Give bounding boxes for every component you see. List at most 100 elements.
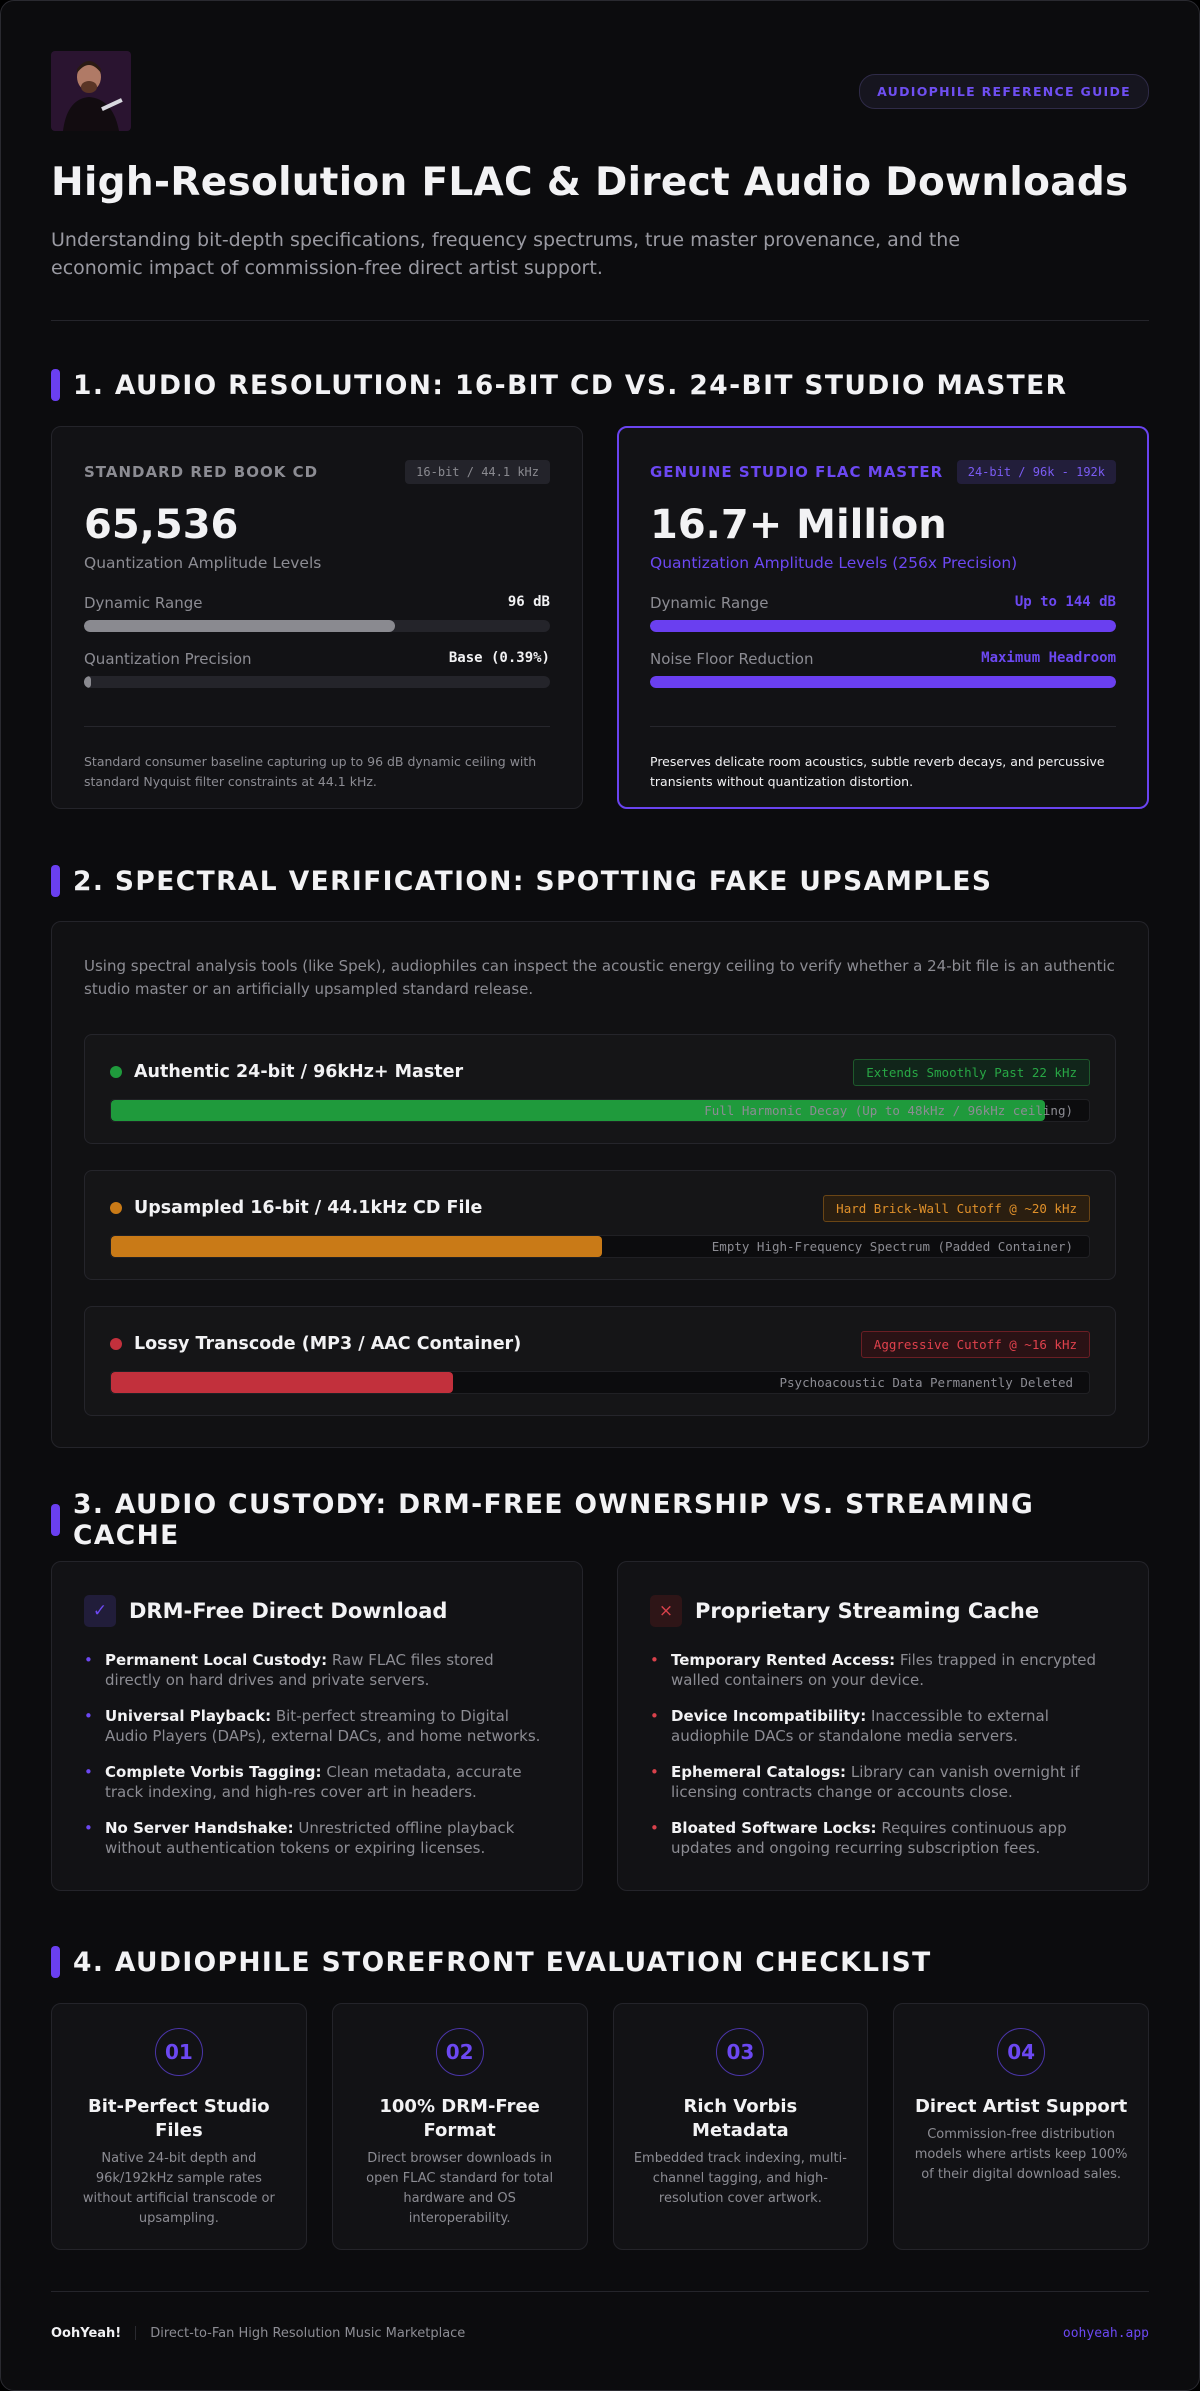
- intro: Using spectral analysis tools (like Spek…: [84, 957, 1115, 998]
- tag: Extends Smoothly Past 22 kHz: [853, 1058, 1090, 1086]
- feature-text: Library can vanish overnight if licensin…: [671, 1763, 1080, 1801]
- feature-text: Raw FLAC files stored directly on hard d…: [105, 1651, 494, 1689]
- metric-label: Dynamic Range: [84, 594, 203, 612]
- path: [77, 61, 101, 73]
- feature-list: Permanent Local Custody: Raw FLAC files …: [84, 1650, 550, 1858]
- path: [63, 97, 119, 131]
- resolution-card: GENUINE STUDIO FLAC MASTER 24-bit / 96k -…: [617, 426, 1149, 809]
- custody-card: ✓ DRM-Free Direct Download Permanent Loca…: [51, 1561, 583, 1891]
- checklist: 01 Bit-Perfect Studio Files Native 24-bit …: [51, 2003, 1149, 2250]
- m-row: Quantization Precision Base (0.39%): [84, 650, 550, 668]
- card-title: Bit-Perfect Studio Files: [88, 2096, 270, 2141]
- track: [650, 620, 1116, 632]
- custody-card: × Proprietary Streaming Cache Temporary R…: [617, 1561, 1149, 1891]
- feature-item: Ephemeral Catalogs: Library can vanish o…: [650, 1762, 1116, 1802]
- header-row: AUDIOPHILE REFERENCE GUIDE: [51, 51, 1149, 131]
- card-text: Direct browser downloads in open FLAC st…: [366, 2151, 554, 2226]
- checklist-card: 01 Bit-Perfect Studio Files Native 24-bit …: [51, 2003, 307, 2250]
- custody-cards: ✓ DRM-Free Direct Download Permanent Loca…: [51, 1561, 1149, 1891]
- metric: Quantization Precision Base (0.39%): [84, 650, 550, 688]
- srow-title: Upsampled 16-bit / 44.1kHz CD File: [110, 1198, 482, 1218]
- card-label: STANDARD RED BOOK CD: [84, 463, 319, 481]
- metric: Dynamic Range 96 dB: [84, 594, 550, 632]
- srow-title: Lossy Transcode (MP3 / AAC Container): [110, 1334, 521, 1354]
- metric-label: Noise Floor Reduction: [650, 650, 814, 668]
- feature-term: Bloated Software Locks:: [671, 1819, 877, 1837]
- track: [84, 676, 550, 688]
- section-heading: 3. AUDIO CUSTODY: DRM-FREE OWNERSHIP VS.…: [51, 1489, 1149, 1551]
- feature-text: Clean metadata, accurate track indexing,…: [105, 1763, 522, 1801]
- brand: OohYeah!: [51, 2325, 122, 2341]
- feature-term: Device Incompatibility:: [671, 1707, 867, 1725]
- heading-text: 3. AUDIO CUSTODY: DRM-FREE OWNERSHIP VS.…: [72, 1489, 1035, 1551]
- heading-text: 1. AUDIO RESOLUTION: 16-BIT CD VS. 24-BI…: [73, 369, 1068, 401]
- ellipse: [81, 81, 97, 93]
- sfill: [111, 1236, 602, 1257]
- feature-text: Inaccessible to external audiophile DACs…: [671, 1707, 1049, 1745]
- metric-value: Up to 144 dB: [1014, 594, 1116, 610]
- feature-item: Bloated Software Locks: Requires continu…: [650, 1818, 1116, 1858]
- cc-top: ✓ DRM-Free Direct Download: [84, 1594, 550, 1627]
- tag: 24-bit / 96k - 192k: [956, 460, 1116, 484]
- rc-hr: [84, 726, 550, 727]
- track: [84, 620, 550, 632]
- fill: [650, 620, 1116, 632]
- feature-item: No Server Handshake: Unrestricted offlin…: [84, 1818, 550, 1858]
- sbar: Psychoacoustic Data Permanently Deleted: [110, 1371, 1090, 1394]
- big-number: 65,536: [84, 502, 239, 548]
- card-title: Rich Vorbis Metadata: [683, 2096, 798, 2141]
- dot: [110, 1066, 122, 1078]
- feature-item: Temporary Rented Access: Files trapped i…: [650, 1650, 1116, 1690]
- track: [650, 676, 1116, 688]
- feature-term: Complete Vorbis Tagging:: [105, 1763, 322, 1781]
- sep: [135, 2326, 137, 2340]
- feature-item: Complete Vorbis Tagging: Clean metadata,…: [84, 1762, 550, 1802]
- section-heading: 4. AUDIOPHILE STOREFRONT EVALUATION CHEC…: [51, 1945, 1149, 1979]
- avatar: [51, 51, 131, 131]
- dot: [110, 1202, 122, 1214]
- rc-top: GENUINE STUDIO FLAC MASTER 24-bit / 96k -…: [650, 460, 1116, 484]
- step-number: 02: [435, 2028, 484, 2076]
- card-title: 100% DRM-Free Format: [379, 2096, 540, 2141]
- dot: [110, 1338, 122, 1350]
- rc-hr: [650, 726, 1116, 727]
- metric-label: Quantization Precision: [84, 650, 252, 668]
- caption: Quantization Amplitude Levels (256x Prec…: [650, 554, 1018, 572]
- metric-value: 96 dB: [507, 594, 550, 610]
- sbar: Full Harmonic Decay (Up to 48kHz / 96kHz…: [110, 1099, 1090, 1122]
- section-heading: 1. AUDIO RESOLUTION: 16-BIT CD VS. 24-BI…: [51, 368, 1149, 402]
- divider: [51, 2291, 1149, 2292]
- card-label: GENUINE STUDIO FLAC MASTER: [650, 463, 944, 481]
- metric-value: Maximum Headroom: [981, 650, 1116, 666]
- caption: Quantization Amplitude Levels: [84, 554, 322, 572]
- card-text: Commission-free distribution models wher…: [914, 2127, 1128, 2182]
- heading-text: 2. SPECTRAL VERIFICATION: SPOTTING FAKE …: [73, 865, 993, 897]
- tag: Hard Brick-Wall Cutoff @ ~20 kHz: [823, 1194, 1090, 1222]
- note: Standard consumer baseline capturing up …: [84, 754, 537, 789]
- checklist-card: 04 Direct Artist Support Commission-free d…: [893, 2003, 1149, 2250]
- tag: 16-bit / 44.1 kHz: [405, 460, 550, 484]
- big-number: 16.7+ Million: [650, 502, 947, 548]
- feature-text: Files trapped in encrypted walled contai…: [671, 1651, 1097, 1689]
- card-title: Direct Artist Support: [914, 2096, 1128, 2117]
- card-text: Native 24-bit depth and 96k/192kHz sampl…: [82, 2151, 275, 2226]
- cc-top: × Proprietary Streaming Cache: [650, 1594, 1116, 1627]
- checklist-card: 02 100% DRM-Free Format Direct browser dow…: [331, 2003, 588, 2250]
- rect: [101, 98, 123, 112]
- fill: [84, 620, 395, 632]
- heading-text: 4. AUDIOPHILE STOREFRONT EVALUATION CHEC…: [73, 1946, 932, 1978]
- footer-link[interactable]: oohyeah.app: [1062, 2325, 1149, 2341]
- m-row: Dynamic Range Up to 144 dB: [650, 594, 1116, 612]
- step-number: 04: [997, 2028, 1046, 2076]
- rc-top: STANDARD RED BOOK CD 16-bit / 44.1 kHz: [84, 460, 550, 484]
- m-row: Dynamic Range 96 dB: [84, 594, 550, 612]
- sfill: [111, 1372, 454, 1393]
- card-text: Embedded track indexing, multi-channel t…: [633, 2151, 847, 2206]
- row-title: Authentic 24-bit / 96kHz+ Master: [134, 1062, 464, 1082]
- spectral-row: Upsampled 16-bit / 44.1kHz CD File Hard B…: [84, 1170, 1116, 1280]
- feature-term: Ephemeral Catalogs:: [671, 1763, 847, 1781]
- feature-item: Device Incompatibility: Inaccessible to …: [650, 1706, 1116, 1746]
- bar-label: Full Harmonic Decay (Up to 48kHz / 96kHz…: [704, 1103, 1073, 1118]
- feature-text: Bit-perfect streaming to Digital Audio P…: [105, 1707, 541, 1745]
